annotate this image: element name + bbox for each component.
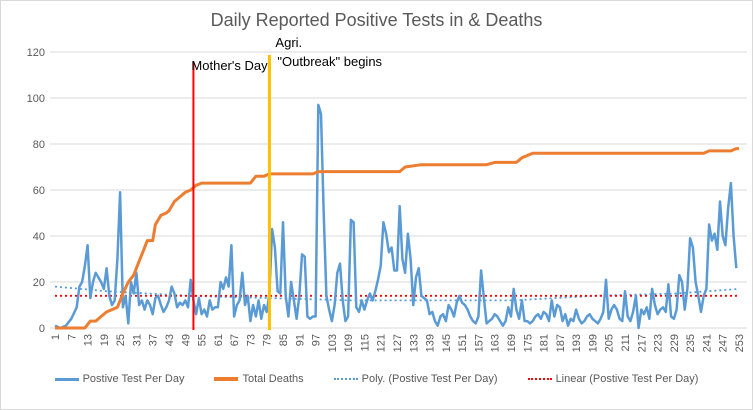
legend-item-total-deaths: Total Deaths [214, 373, 304, 385]
x-tick-label: 205 [604, 334, 616, 352]
outbreak-label-line1: Agri. [275, 35, 302, 50]
legend: Postive Test Per Day Total Deaths Poly. (P… [0, 373, 753, 385]
x-tick-label: 253 [734, 334, 746, 352]
legend-label: Poly. (Postive Test Per Day) [361, 373, 498, 385]
x-tick-label: 247 [718, 334, 730, 352]
x-tick-label: 217 [636, 334, 648, 352]
x-tick-label: 157 [473, 334, 485, 352]
x-tick-label: 169 [506, 334, 518, 352]
x-tick-label: 91 [294, 334, 306, 346]
x-tick-label: 121 [376, 334, 388, 352]
x-tick-label: 223 [653, 334, 665, 352]
legend-label: Total Deaths [242, 373, 304, 385]
x-tick-label: 103 [327, 334, 339, 352]
x-tick-label: 199 [587, 334, 599, 352]
x-tick-label: 241 [701, 334, 713, 352]
x-tick-label: 25 [115, 334, 127, 346]
series-total-deaths [55, 147, 739, 330]
x-tick-label: 229 [669, 334, 681, 352]
x-tick-label: 109 [343, 334, 355, 352]
x-tick-label: 37 [148, 334, 160, 346]
x-tick-label: 187 [555, 334, 567, 352]
x-tick-label: 13 [83, 334, 95, 346]
y-tick-label: 0 [39, 323, 45, 335]
annotations-group: Mother's Day Agri. "Outbreak" begins [191, 35, 383, 330]
x-tick-label: 211 [620, 334, 632, 352]
x-tick-label: 79 [262, 334, 274, 346]
x-tick-label: 55 [197, 334, 209, 346]
legend-swatch [214, 377, 239, 381]
y-tick-label: 20 [33, 277, 45, 289]
y-tick-label: 40 [33, 231, 45, 243]
legend-swatch [527, 378, 552, 380]
x-tick-label: 49 [180, 334, 192, 346]
x-tick-label: 19 [99, 334, 111, 346]
x-tick-label: 193 [571, 334, 583, 352]
series-positive-tests [54, 103, 738, 330]
x-tick-label: 43 [164, 334, 176, 346]
x-tick-label: 31 [131, 334, 143, 346]
chart-title: Daily Reported Positive Tests in & Death… [210, 10, 543, 30]
gridlines [50, 51, 747, 329]
x-tick-label: 61 [213, 334, 225, 346]
x-tick-label: 1 [50, 334, 62, 340]
legend-label: Postive Test Per Day [82, 373, 185, 385]
x-tick-label: 85 [278, 334, 290, 346]
y-tick-label: 80 [33, 139, 45, 151]
legend-item-positive-tests: Postive Test Per Day [54, 373, 185, 385]
x-tick-label: 145 [441, 334, 453, 352]
x-tick-label: 181 [539, 334, 551, 352]
mothers-day-label: Mother's Day [191, 58, 268, 73]
x-tick-label: 175 [522, 334, 534, 352]
legend-item-poly-trend: Poly. (Postive Test Per Day) [333, 373, 498, 385]
x-tick-label: 127 [392, 334, 404, 352]
x-axis-ticks: 1 7 13 19 25 31 37 43 49 55 61 67 73 79 85 91 97 103 109 11… [50, 334, 746, 352]
x-tick-label: 235 [685, 334, 697, 352]
y-tick-label: 60 [33, 185, 45, 197]
x-tick-label: 139 [425, 334, 437, 352]
y-tick-label: 100 [27, 93, 45, 105]
legend-label: Linear (Postive Test Per Day) [555, 373, 699, 385]
legend-swatch [333, 378, 358, 380]
y-tick-label: 120 [27, 47, 45, 59]
x-tick-label: 133 [408, 334, 420, 352]
legend-item-linear-trend: Linear (Postive Test Per Day) [527, 373, 699, 385]
y-axis-ticks: 0 20 40 60 80 100 120 [27, 47, 45, 335]
x-tick-label: 73 [245, 334, 257, 346]
x-tick-label: 151 [457, 334, 469, 352]
x-tick-label: 115 [359, 334, 371, 352]
x-tick-label: 67 [229, 334, 241, 346]
x-tick-label: 163 [490, 334, 502, 352]
outbreak-label-line2: "Outbreak" begins [277, 54, 382, 69]
x-tick-label: 97 [311, 334, 323, 346]
series-group [54, 103, 740, 330]
x-tick-label: 7 [66, 334, 78, 340]
legend-swatch [54, 377, 79, 381]
